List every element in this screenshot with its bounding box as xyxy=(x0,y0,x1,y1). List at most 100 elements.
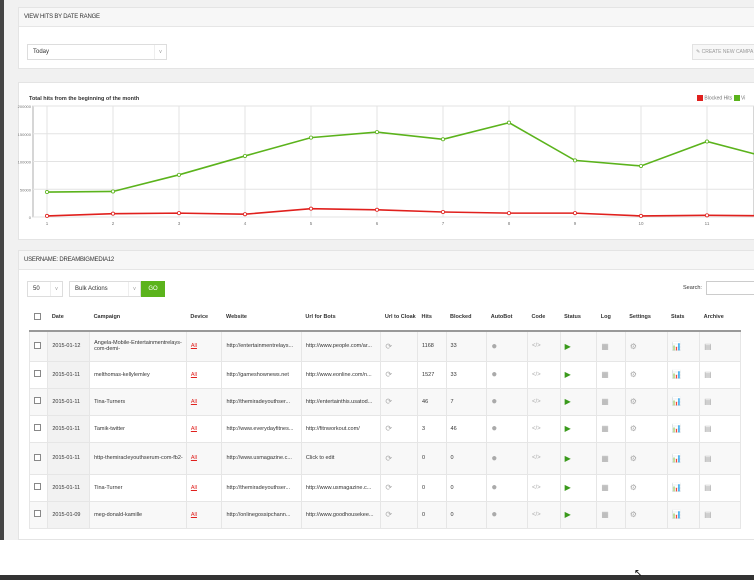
row-checkbox[interactable] xyxy=(34,510,41,517)
row-checkbox-cell[interactable] xyxy=(28,360,49,389)
log-icon[interactable]: ▦ xyxy=(596,387,626,416)
refresh-icon[interactable]: ⟳ xyxy=(380,360,419,389)
select-all-checkbox[interactable] xyxy=(33,312,41,320)
refresh-icon[interactable]: ⟳ xyxy=(380,473,419,502)
android-icon[interactable]: ● xyxy=(486,330,528,362)
code-icon[interactable]: </> xyxy=(527,330,561,362)
stats-icon[interactable]: 📊 xyxy=(666,330,701,362)
go-button[interactable]: GO xyxy=(141,281,165,297)
archive-icon[interactable]: ▤ xyxy=(699,387,741,416)
device-link[interactable]: All xyxy=(185,500,223,529)
archive-icon[interactable]: ▤ xyxy=(699,441,741,475)
url-for-bots-cell[interactable]: http://www.usmagazine.c... xyxy=(300,473,382,502)
code-icon[interactable]: </> xyxy=(527,473,561,502)
url-for-bots-cell[interactable]: http://www.goodhousekee... xyxy=(300,500,382,529)
row-checkbox[interactable] xyxy=(34,483,41,490)
url-for-bots-cell[interactable]: http://www.eonline.com/n... xyxy=(300,360,382,389)
row-checkbox-cell[interactable] xyxy=(28,500,49,529)
create-campaign-button[interactable]: ✎ CREATE NEW CAMPA xyxy=(692,44,754,60)
log-icon[interactable]: ▦ xyxy=(596,500,626,529)
url-for-bots-cell[interactable]: http://entertainthis.usatod... xyxy=(300,387,382,416)
code-icon[interactable]: </> xyxy=(527,387,561,416)
column-header[interactable]: Website xyxy=(221,304,302,332)
log-icon[interactable]: ▦ xyxy=(596,473,626,502)
device-link[interactable]: All xyxy=(185,387,223,416)
row-checkbox-cell[interactable] xyxy=(28,330,49,362)
code-icon[interactable]: </> xyxy=(527,414,561,443)
android-icon[interactable]: ● xyxy=(486,414,528,443)
android-icon[interactable]: ● xyxy=(486,360,528,389)
row-checkbox[interactable] xyxy=(34,341,41,349)
device-link[interactable]: All xyxy=(185,360,223,389)
refresh-icon[interactable]: ⟳ xyxy=(380,387,419,416)
gear-icon[interactable]: ⚙ xyxy=(624,473,668,502)
url-for-bots-cell[interactable]: Click to edit xyxy=(300,441,382,475)
android-icon[interactable]: ● xyxy=(486,441,528,475)
column-header[interactable]: Url to Cloak xyxy=(380,304,418,332)
gear-icon[interactable]: ⚙ xyxy=(624,441,668,475)
stats-icon[interactable]: 📊 xyxy=(666,360,701,389)
play-icon[interactable]: ▶ xyxy=(559,500,598,529)
device-link[interactable]: All xyxy=(185,473,223,502)
refresh-icon[interactable]: ⟳ xyxy=(380,330,419,362)
play-icon[interactable]: ▶ xyxy=(559,360,598,389)
android-icon[interactable]: ● xyxy=(486,500,528,529)
column-header[interactable]: Url for Bots xyxy=(301,304,381,332)
code-icon[interactable]: </> xyxy=(527,360,561,389)
stats-icon[interactable]: 📊 xyxy=(666,500,701,529)
refresh-icon[interactable]: ⟳ xyxy=(380,441,419,475)
header-select-all[interactable] xyxy=(29,304,48,332)
row-checkbox-cell[interactable] xyxy=(28,387,49,416)
row-checkbox-cell[interactable] xyxy=(28,414,49,443)
log-icon[interactable]: ▦ xyxy=(596,414,626,443)
log-icon[interactable]: ▦ xyxy=(596,441,626,475)
play-icon[interactable]: ▶ xyxy=(559,473,598,502)
play-icon[interactable]: ▶ xyxy=(559,387,598,416)
log-icon[interactable]: ▦ xyxy=(596,360,626,389)
date-range-select[interactable]: Today v xyxy=(27,44,167,60)
archive-icon[interactable]: ▤ xyxy=(699,500,741,529)
url-for-bots-cell[interactable]: http://fitnworkout.com/ xyxy=(300,414,382,443)
stats-icon[interactable]: 📊 xyxy=(666,473,701,502)
gear-icon[interactable]: ⚙ xyxy=(624,387,668,416)
column-header[interactable]: Device xyxy=(186,304,222,332)
play-icon[interactable]: ▶ xyxy=(559,330,598,362)
play-icon[interactable]: ▶ xyxy=(559,414,598,443)
row-checkbox[interactable] xyxy=(34,397,41,404)
row-checkbox[interactable] xyxy=(34,424,41,431)
column-header[interactable]: Hits xyxy=(417,304,447,332)
archive-icon[interactable]: ▤ xyxy=(699,414,741,443)
log-icon[interactable]: ▦ xyxy=(596,330,626,362)
row-checkbox-cell[interactable] xyxy=(28,441,49,475)
stats-icon[interactable]: 📊 xyxy=(666,441,701,475)
gear-icon[interactable]: ⚙ xyxy=(624,414,668,443)
row-checkbox[interactable] xyxy=(34,453,41,461)
column-header[interactable]: Blocked xyxy=(446,304,487,332)
device-link[interactable]: All xyxy=(185,414,223,443)
android-icon[interactable]: ● xyxy=(486,387,528,416)
stats-icon[interactable]: 📊 xyxy=(666,414,701,443)
play-icon[interactable]: ▶ xyxy=(559,441,598,475)
code-icon[interactable]: </> xyxy=(527,500,561,529)
bulk-actions-select[interactable]: Bulk Actions v xyxy=(69,281,141,297)
device-link[interactable]: All xyxy=(185,330,223,362)
gear-icon[interactable]: ⚙ xyxy=(624,360,668,389)
gear-icon[interactable]: ⚙ xyxy=(624,330,668,362)
row-checkbox-cell[interactable] xyxy=(28,473,49,502)
refresh-icon[interactable]: ⟳ xyxy=(380,500,419,529)
gear-icon[interactable]: ⚙ xyxy=(624,500,668,529)
archive-icon[interactable]: ▤ xyxy=(699,330,741,362)
archive-icon[interactable]: ▤ xyxy=(699,360,741,389)
url-for-bots-cell[interactable]: http://www.people.com/ar... xyxy=(300,330,382,362)
code-icon[interactable]: </> xyxy=(527,441,561,475)
search-input[interactable] xyxy=(706,281,754,295)
stats-icon[interactable]: 📊 xyxy=(666,387,701,416)
android-icon[interactable]: ● xyxy=(486,473,528,502)
row-checkbox[interactable] xyxy=(34,370,41,377)
column-header[interactable]: Date xyxy=(47,304,90,332)
page-size-select[interactable]: 50 v xyxy=(27,281,63,297)
device-link[interactable]: All xyxy=(185,441,223,475)
column-header[interactable]: Campaign xyxy=(89,304,187,332)
refresh-icon[interactable]: ⟳ xyxy=(380,414,419,443)
archive-icon[interactable]: ▤ xyxy=(699,473,741,502)
